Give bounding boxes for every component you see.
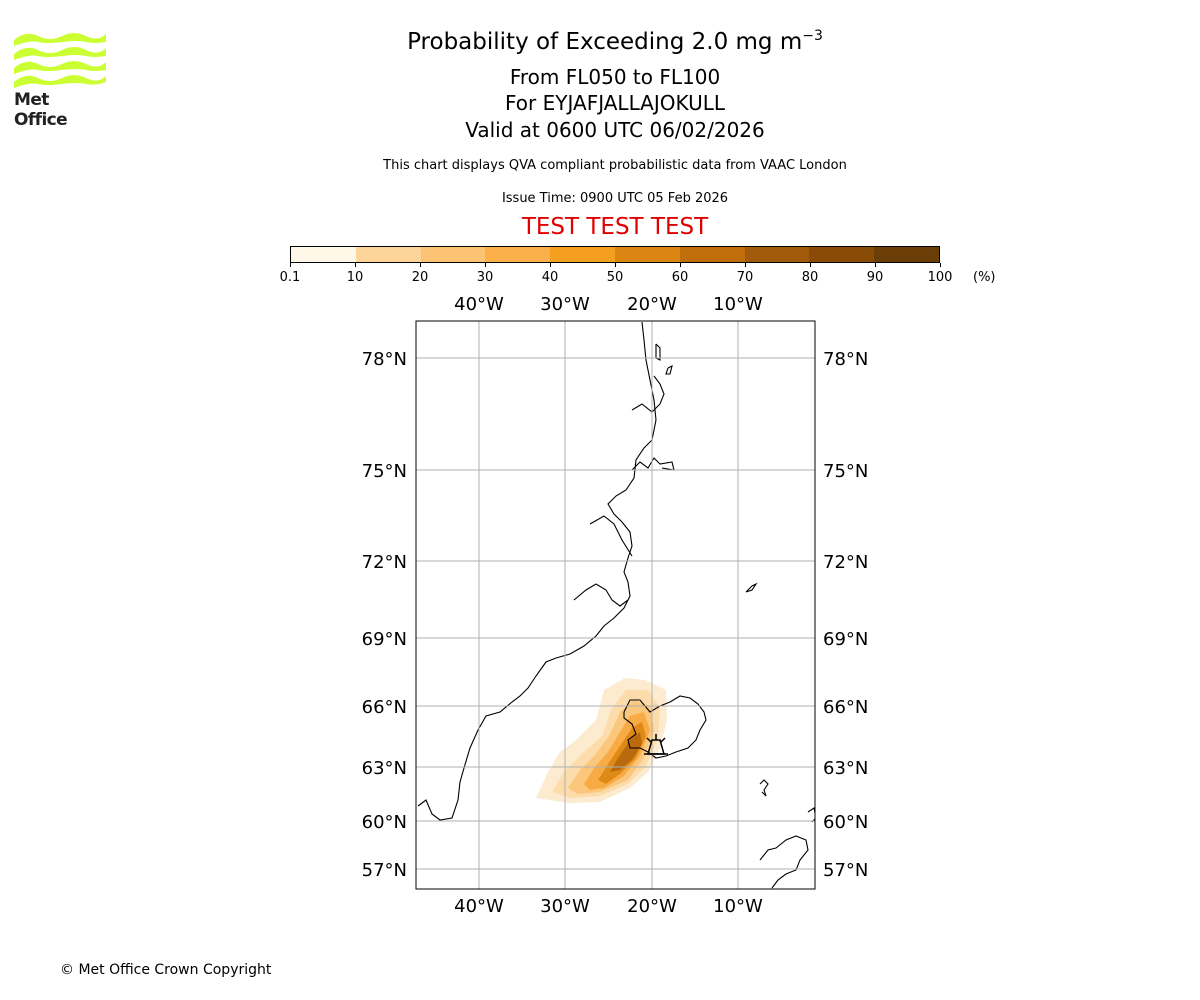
greenland-east-coast (417, 321, 657, 821)
colorbar-tick-label: 80 (801, 270, 819, 285)
colorbar-tick-label: 90 (866, 270, 884, 285)
longitude-labels-bottom: 40°W 30°W 20°W 10°W (454, 896, 763, 917)
met-office-waves-icon (14, 33, 106, 88)
colorbar-tick-label: 60 (671, 270, 689, 285)
greenland-island (655, 343, 661, 361)
map-frame (415, 320, 816, 890)
colorbar-tick-mark (809, 263, 811, 267)
prob-contour-70-80 (610, 732, 642, 772)
colorbar-segment (809, 247, 875, 262)
colorbar-segment (550, 247, 615, 262)
latitude-label: 75°N (823, 461, 868, 482)
colorbar-tick-label: 100 (927, 270, 953, 285)
latitude-label: 78°N (823, 349, 868, 370)
latitude-label: 60°N (823, 812, 868, 833)
latitude-label: 57°N (362, 860, 407, 881)
colorbar-tick-label: 20 (411, 270, 429, 285)
valid-time: Valid at 0600 UTC 06/02/2026 (465, 118, 765, 142)
colorbar-tick-mark (874, 263, 876, 267)
chart-title: Probability of Exceeding 2.0 mg m−3 (407, 28, 823, 55)
colorbar-units: (%) (973, 270, 996, 285)
colorbar-segment (614, 247, 680, 262)
colorbar-tick-mark (289, 263, 291, 267)
colorbar-tick-label: 40 (541, 270, 559, 285)
longitude-label: 20°W (627, 294, 677, 315)
longitude-labels-top: 40°W 30°W 20°W 10°W (454, 294, 763, 315)
shetland (807, 807, 815, 823)
greenland-fjord-1 (573, 583, 629, 607)
colorbar-segment (291, 247, 356, 262)
latitude-label: 63°N (362, 758, 407, 779)
longitude-label: 30°W (540, 896, 590, 917)
longitude-label: 40°W (454, 896, 504, 917)
scotland-coast (759, 835, 809, 889)
latitude-labels-left: 78°N 75°N 72°N 69°N 66°N 63°N 60°N 57°N (362, 349, 407, 881)
greenland-fjord-4 (631, 375, 665, 413)
chart-description: This chart displays QVA compliant probab… (383, 158, 847, 173)
latitude-label: 63°N (823, 758, 868, 779)
volcano-name: For EYJAFJALLAJOKULL (505, 91, 725, 115)
longitude-label: 30°W (540, 294, 590, 315)
colorbar-tick-mark (614, 263, 616, 267)
colorbar-segment (485, 247, 551, 262)
latitude-label: 69°N (823, 629, 868, 650)
colorbar-segment (874, 247, 939, 262)
colorbar-segment (744, 247, 810, 262)
latitude-label: 57°N (823, 860, 868, 881)
colorbar-tick-mark (939, 263, 941, 267)
longitude-label: 10°W (713, 294, 763, 315)
colorbar-tick-label: 0.1 (279, 270, 301, 285)
met-office-logo-text: Met Office (14, 90, 68, 130)
colorbar-tick-label: 50 (606, 270, 624, 285)
greenland-fjord-3 (631, 457, 675, 471)
issue-time: Issue Time: 0900 UTC 05 Feb 2026 (501, 191, 729, 206)
volcano-icon (644, 734, 668, 755)
colorbar-tick-label: 10 (346, 270, 364, 285)
jan-mayen (745, 582, 758, 593)
flight-level-range: From FL050 to FL100 (509, 65, 721, 89)
colorbar-segment (420, 247, 486, 262)
latitude-labels-right: 78°N 75°N 72°N 69°N 66°N 63°N 60°N 57°N (823, 349, 868, 881)
colorbar-segment (355, 247, 421, 262)
met-office-logo: Met Office (14, 30, 106, 130)
colorbar-tick-mark (354, 263, 356, 267)
coastlines (417, 321, 815, 889)
latitude-label: 69°N (362, 629, 407, 650)
greenland-fjord-2 (589, 515, 633, 557)
latitude-label: 75°N (362, 461, 407, 482)
greenland-island-2 (665, 364, 673, 375)
colorbar-tick-label: 30 (476, 270, 494, 285)
colorbar-tick-mark (744, 263, 746, 267)
test-banner: TEST TEST TEST (521, 214, 709, 240)
copyright-notice: © Met Office Crown Copyright (60, 962, 272, 978)
title-exponent: −3 (802, 28, 823, 44)
colorbar-segment (679, 247, 745, 262)
ash-probability-field (536, 678, 667, 803)
colorbar-tick-mark (549, 263, 551, 267)
latitude-label: 60°N (362, 812, 407, 833)
latitude-label: 72°N (823, 552, 868, 573)
colorbar-tick-mark (484, 263, 486, 267)
colorbar-tick-mark (679, 263, 681, 267)
colorbar-tick-mark (419, 263, 421, 267)
latitude-label: 66°N (823, 697, 868, 718)
longitude-label: 10°W (713, 896, 763, 917)
longitude-label: 20°W (627, 896, 677, 917)
graticule (416, 321, 815, 889)
latitude-label: 78°N (362, 349, 407, 370)
latitude-label: 66°N (362, 697, 407, 718)
probability-colorbar (290, 246, 940, 263)
longitude-label: 40°W (454, 294, 504, 315)
colorbar-tick-label: 70 (736, 270, 754, 285)
faroe-islands (759, 779, 769, 797)
latitude-label: 72°N (362, 552, 407, 573)
